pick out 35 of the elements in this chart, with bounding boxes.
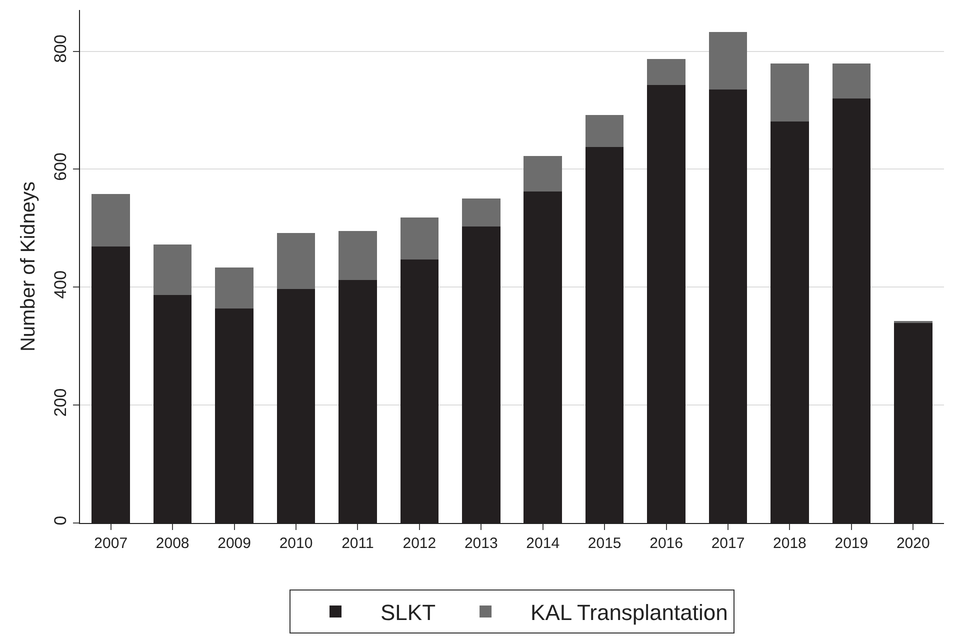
x-tick-label: 2012: [402, 535, 436, 552]
bar: [524, 156, 562, 192]
x-tick-label: 2007: [94, 535, 128, 552]
x-tick-label: 2008: [156, 535, 190, 552]
bar: [462, 198, 500, 226]
bar: [585, 114, 624, 147]
y-axis-title: Number of Kidneys: [18, 181, 40, 352]
bar: [215, 268, 254, 308]
x-tick-label: 2009: [218, 535, 251, 552]
x-tick-label: 2017: [711, 535, 745, 552]
x-tick-label: 2011: [342, 535, 374, 552]
x-tick-label: 2016: [650, 535, 683, 552]
x-tick-label: 2014: [526, 535, 560, 552]
bar: [832, 64, 871, 98]
legend-label: KAL Transplantation: [530, 600, 728, 626]
bar: [338, 231, 377, 280]
y-tick-label: 600: [51, 152, 70, 181]
bar: [708, 32, 748, 90]
bar: [770, 64, 809, 122]
bar: [276, 232, 316, 289]
y-tick-label: 800: [51, 34, 70, 63]
x-tick-label: 2010: [279, 535, 313, 552]
y-tick-label: 200: [51, 388, 70, 417]
bar: [647, 58, 686, 85]
x-tick-label: 2018: [773, 535, 806, 552]
bar: [153, 244, 192, 295]
y-tick-label: 400: [51, 270, 70, 299]
x-tick-label: 2015: [588, 535, 622, 552]
x-tick-label: 2020: [896, 535, 930, 552]
bar: [400, 218, 439, 260]
legend-label: SLKT: [380, 600, 436, 626]
x-tick-label: 2019: [834, 535, 868, 552]
x-tick-label: 2013: [464, 535, 498, 552]
y-tick-label: 0: [51, 516, 70, 526]
bar: [92, 194, 130, 246]
